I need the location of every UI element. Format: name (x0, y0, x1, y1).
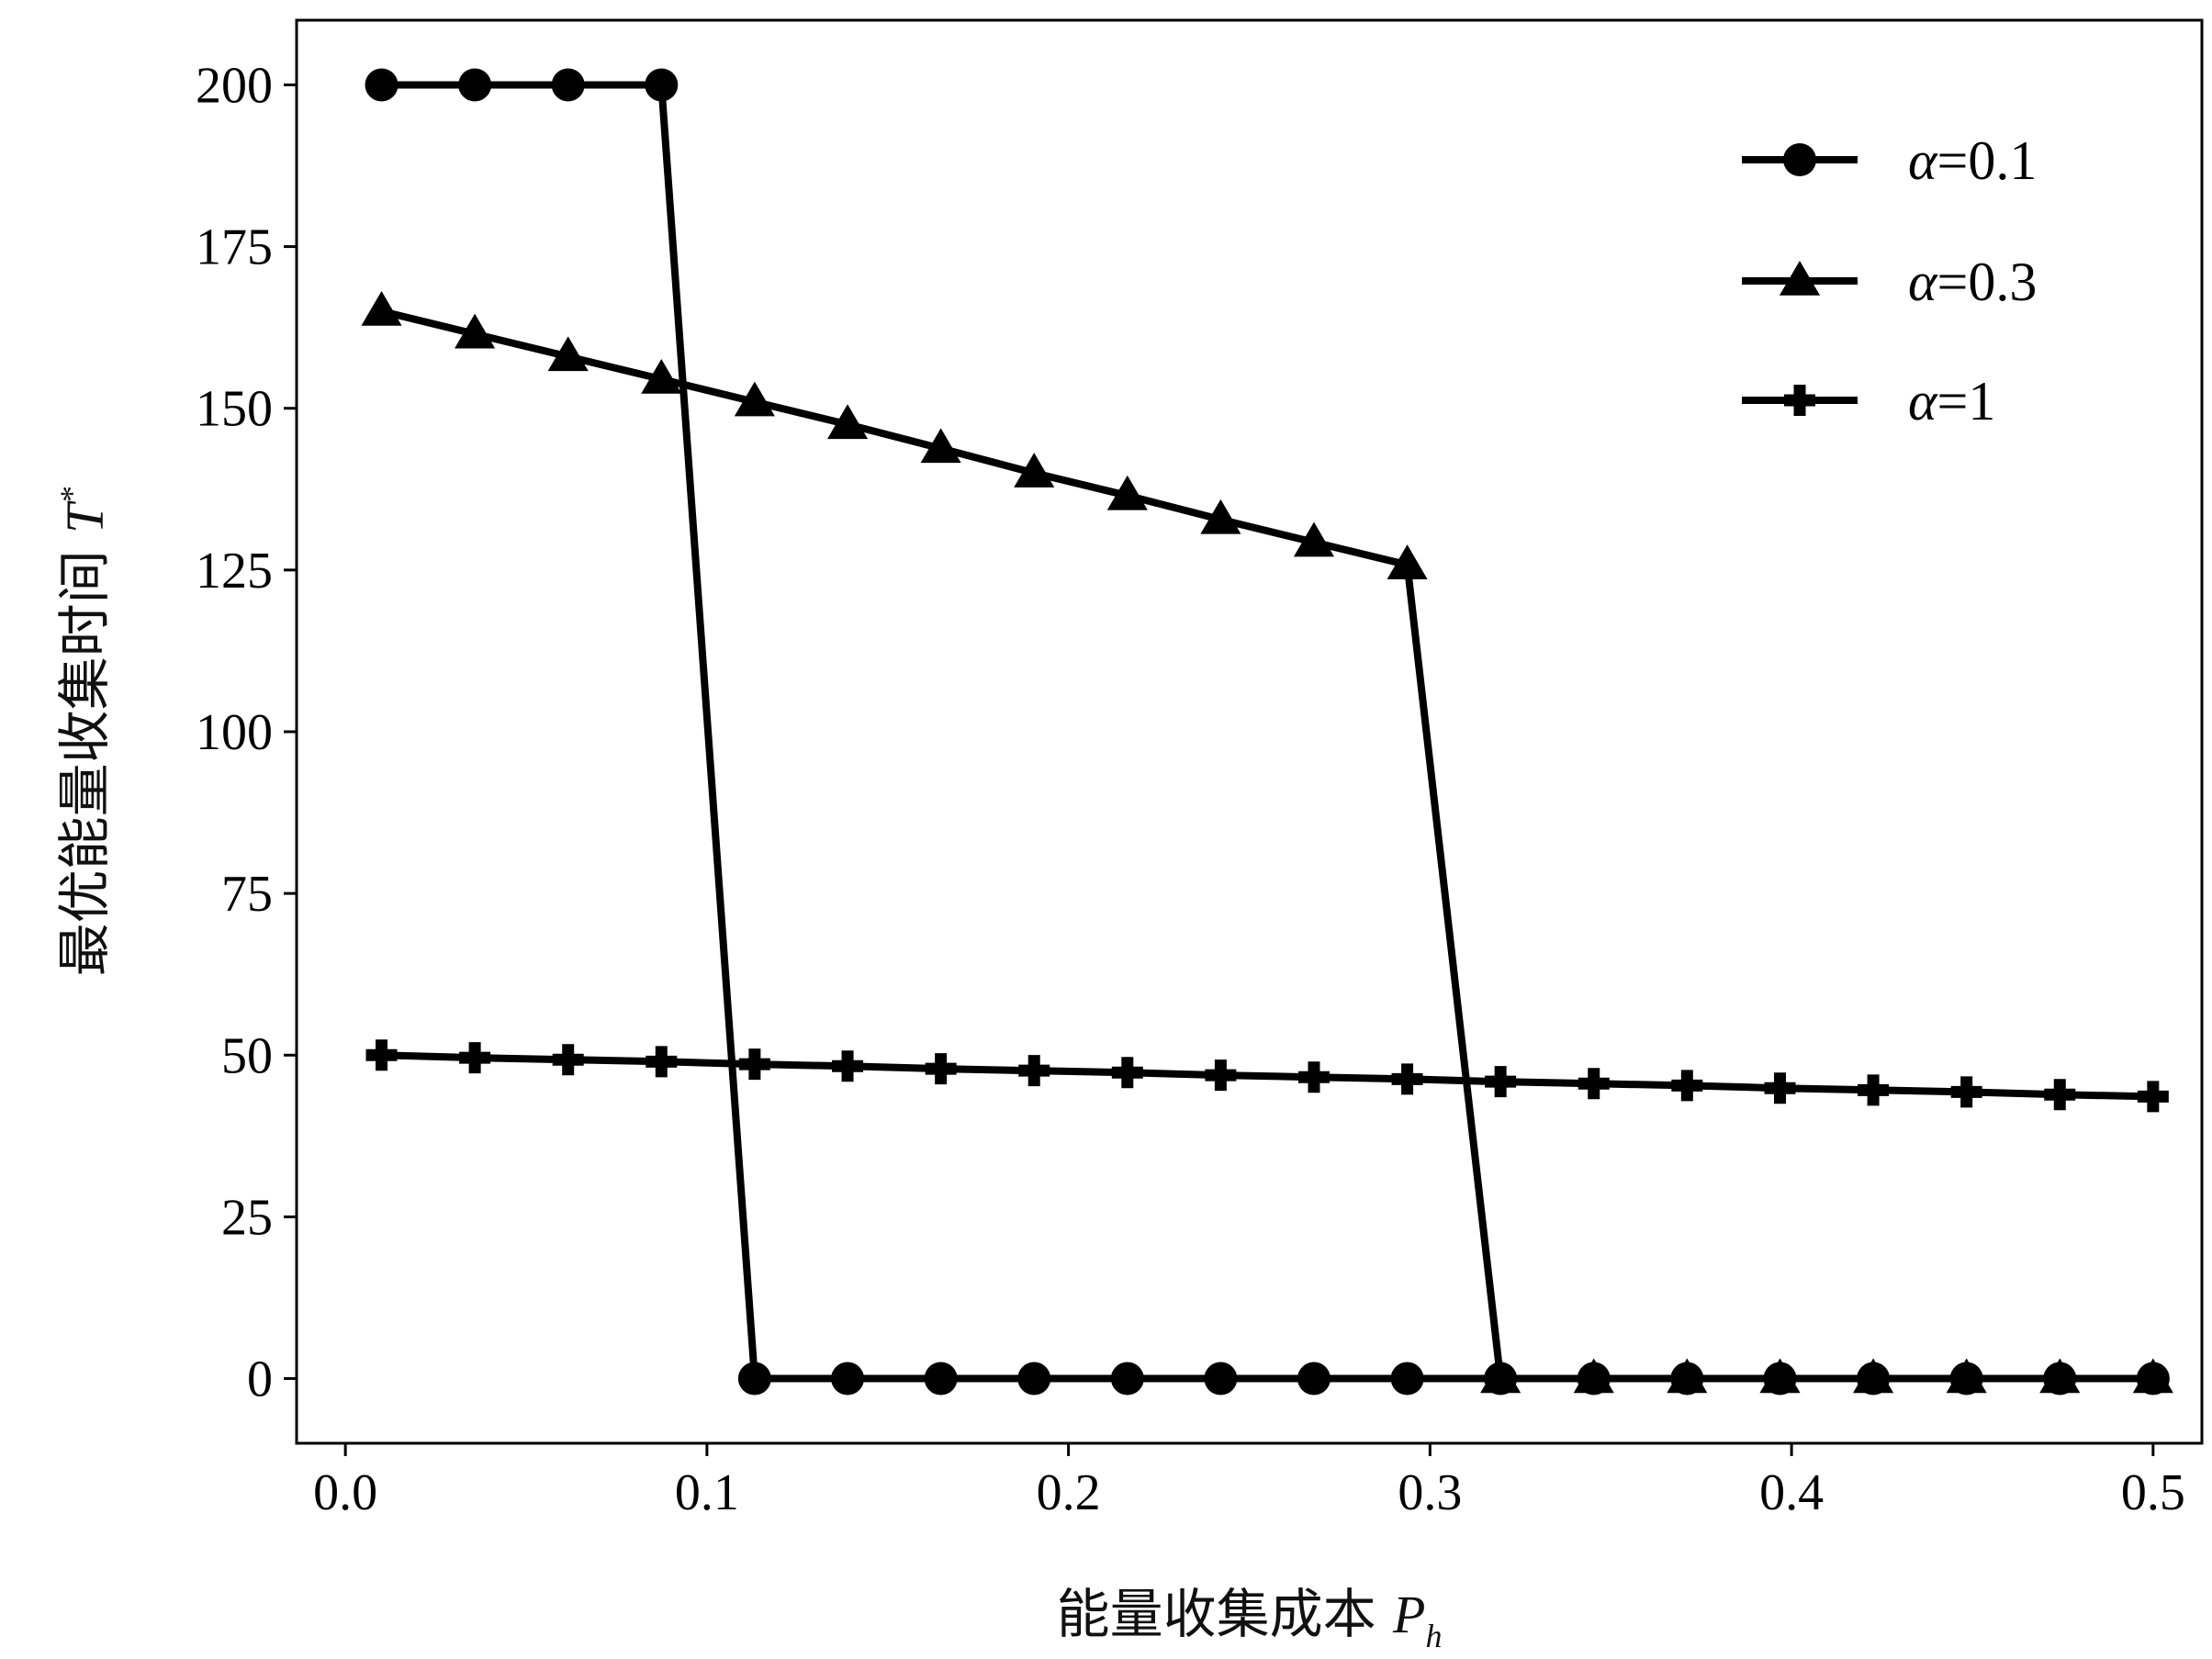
y-tick-label: 75 (221, 866, 273, 923)
data-point (2132, 1358, 2173, 1394)
legend-label: α=1 (1908, 371, 1995, 432)
data-point (641, 358, 682, 394)
data-point (2044, 1079, 2076, 1111)
data-point (547, 336, 589, 372)
data-point (1480, 1358, 1521, 1394)
x-tick-label: 0.2 (1037, 1464, 1101, 1521)
plot-markers (361, 68, 2173, 1396)
data-point (1667, 1358, 1708, 1394)
legend-item: α=0.3 (1742, 252, 2037, 312)
x-tick-label: 0.4 (1759, 1464, 1824, 1521)
data-point (645, 68, 679, 102)
series-markers-2 (361, 290, 2173, 1394)
data-point (455, 313, 496, 349)
data-point (361, 290, 402, 326)
data-point (737, 1362, 771, 1396)
x-tick-label: 0.1 (675, 1464, 739, 1521)
legend-marker (1779, 260, 1821, 296)
x-axis: 0.0 0.1 0.2 0.3 0.4 0.5 (313, 1443, 2185, 1521)
data-point (458, 68, 492, 102)
data-point (1387, 544, 1428, 579)
data-point (734, 381, 775, 417)
data-point (2137, 1081, 2169, 1113)
data-point (1297, 1061, 1330, 1093)
data-point (1578, 1068, 1610, 1100)
data-point (924, 1362, 958, 1396)
data-point (1573, 1358, 1614, 1394)
y-axis-label-symbol: T (55, 500, 115, 533)
data-point (1204, 1362, 1238, 1396)
x-tick-label: 0.3 (1398, 1464, 1462, 1521)
y-axis-label: 最优能量收集时间 T* (53, 488, 116, 977)
data-point (1764, 1072, 1796, 1104)
legend-label: α=0.1 (1908, 130, 2037, 191)
x-tick-label: 0.5 (2121, 1464, 2185, 1521)
data-point (1946, 1358, 1987, 1394)
data-point (2039, 1358, 2081, 1394)
data-point (1485, 1066, 1517, 1098)
data-point (365, 68, 399, 102)
legend-marker (1784, 385, 1815, 416)
data-point (1018, 1055, 1050, 1087)
data-point (551, 68, 585, 102)
data-point (1110, 1362, 1144, 1396)
data-point (1950, 1076, 1982, 1108)
y-axis: 0 25 50 75 100 125 150 175 200 (196, 57, 297, 1408)
data-point (459, 1042, 491, 1074)
data-point (1014, 453, 1055, 488)
data-point (827, 404, 869, 440)
data-point (920, 428, 961, 464)
data-point (1391, 1063, 1423, 1095)
data-point (831, 1362, 865, 1396)
legend-label: α=0.3 (1908, 252, 2037, 312)
data-point (1853, 1358, 1894, 1394)
data-point (925, 1053, 957, 1085)
x-axis-label-text: 能量收集成本 (1057, 1583, 1393, 1645)
data-point (1205, 1059, 1237, 1092)
x-axis-label-symbol: P (1392, 1585, 1425, 1644)
data-point (1111, 1057, 1143, 1089)
x-tick-label: 0.0 (313, 1464, 377, 1521)
legend-item: α=0.1 (1742, 130, 2037, 191)
y-tick-label: 200 (196, 57, 273, 114)
y-tick-label: 175 (196, 219, 273, 276)
data-point (1200, 499, 1241, 534)
series-markers-3 (365, 1039, 2169, 1113)
x-axis-label-subscript: h (1425, 1618, 1442, 1654)
y-tick-label: 100 (196, 704, 273, 761)
data-point (1297, 1362, 1331, 1396)
data-point (1858, 1074, 1890, 1106)
legend-marker (1783, 143, 1816, 176)
y-axis-label-text: 最优能量收集时间 (53, 533, 116, 976)
data-point (1293, 521, 1335, 557)
y-tick-label: 125 (196, 543, 273, 600)
data-point (646, 1046, 678, 1078)
y-tick-label: 150 (196, 381, 273, 438)
y-tick-label: 50 (221, 1027, 273, 1084)
x-axis-label: 能量收集成本 Ph (1057, 1583, 1443, 1654)
data-point (1390, 1362, 1424, 1396)
data-point (738, 1048, 770, 1081)
data-point (832, 1050, 864, 1082)
data-point (1671, 1070, 1703, 1102)
y-axis-label-superscript: * (53, 488, 90, 504)
data-point (1759, 1358, 1801, 1394)
y-tick-label: 25 (221, 1189, 273, 1246)
legend: α=0.1 α=0.3 α=1 (1742, 130, 2037, 432)
legend-item: α=1 (1742, 371, 1995, 432)
data-point (552, 1044, 584, 1076)
data-point (1017, 1362, 1051, 1396)
y-tick-label: 0 (247, 1351, 273, 1408)
data-point (1106, 475, 1148, 510)
data-point (365, 1039, 398, 1071)
